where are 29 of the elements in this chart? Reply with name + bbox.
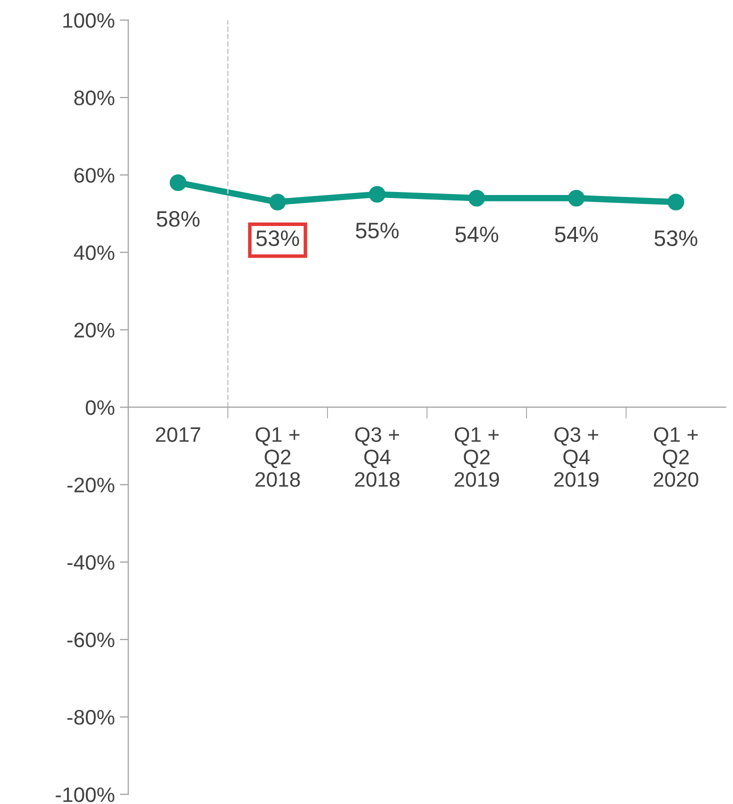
- data-label: 55%: [356, 222, 399, 238]
- point: [368, 186, 386, 203]
- point: [468, 190, 486, 207]
- y-tick-label: 20%: [74, 322, 114, 338]
- y-tick-label: 60%: [74, 168, 114, 183]
- point: [668, 194, 684, 210]
- y-tick-label: 80%: [74, 90, 114, 106]
- y-tick-label: 0%: [86, 400, 114, 415]
- data-label: 54%: [455, 226, 498, 242]
- data-label: 54%: [554, 226, 598, 242]
- x-tick-label: Q1 + Q2 2019: [454, 427, 499, 487]
- point: [269, 194, 286, 210]
- x-tick-label: 2017: [156, 427, 200, 442]
- y-tick-label: -80%: [67, 710, 114, 725]
- y-tick-label: 40%: [74, 245, 114, 260]
- point: [170, 174, 186, 192]
- y-tick-label: -100%: [56, 787, 114, 802]
- y-tick-label: 100%: [63, 13, 114, 28]
- data-label: 58%: [156, 211, 200, 227]
- y-tick-label: -60%: [67, 632, 114, 648]
- x-tick-label: Q3 + Q4 2018: [355, 427, 400, 487]
- x-tick-label: Q1 + Q2 2018: [256, 427, 300, 487]
- x-tick-label: Q1 + Q2 2020: [654, 427, 698, 487]
- data-label: 53%: [654, 230, 698, 246]
- y-tick-label: -40%: [67, 555, 114, 570]
- y-tick-label: -20%: [67, 478, 114, 492]
- x-tick-label: Q3 + Q4 2019: [554, 427, 599, 487]
- data-label: 53%: [256, 230, 300, 246]
- point: [568, 190, 585, 207]
